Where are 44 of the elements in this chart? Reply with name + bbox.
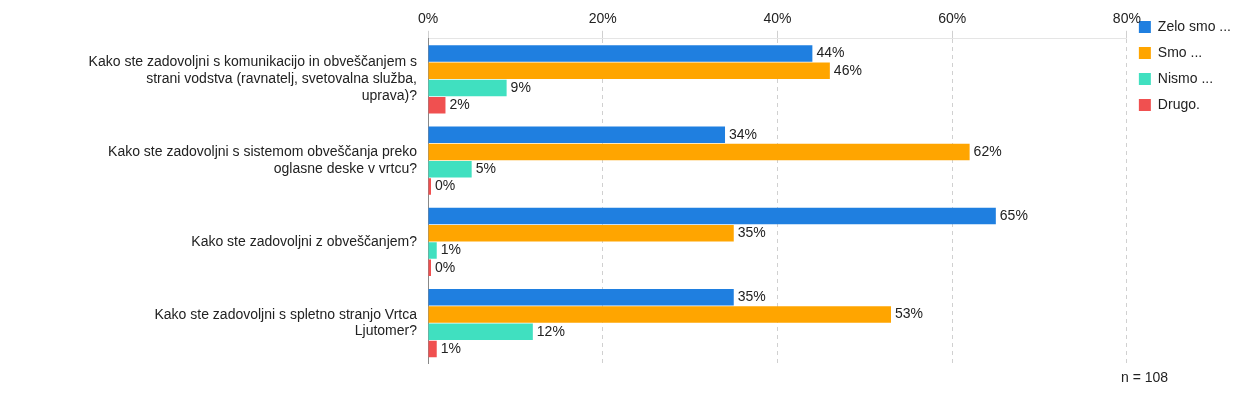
data-label: 46%	[833, 61, 862, 78]
bar	[428, 306, 891, 323]
bar	[428, 242, 437, 259]
bar	[428, 207, 996, 225]
data-label: 1%	[440, 339, 461, 356]
data-label: 0%	[435, 258, 456, 275]
bar	[428, 62, 830, 79]
bar	[428, 289, 734, 306]
data-label: 1%	[440, 241, 461, 258]
data-label: 65%	[999, 206, 1028, 223]
bar	[428, 126, 726, 143]
x-tick-label: 40%	[763, 10, 792, 27]
y-tick-label: Kako ste zadovoljni s sistemom obveščanja preko oglasne deske v vrtcu?	[108, 143, 418, 176]
text: n = 108	[1121, 368, 1169, 385]
bar	[428, 79, 507, 97]
data-label: 9%	[510, 78, 531, 95]
data-label: 35%	[737, 288, 766, 305]
data-label: 2%	[449, 96, 470, 113]
bar	[428, 225, 734, 242]
data-label: 35%	[737, 224, 766, 241]
data-label: 53%	[895, 305, 924, 322]
bar	[428, 97, 446, 114]
data-label: 34%	[729, 125, 758, 142]
x-tick-label: 60%	[938, 10, 967, 27]
bar	[428, 143, 970, 161]
legend-label: Zelo smo ...	[1157, 17, 1232, 34]
data-label: 62%	[973, 142, 1002, 159]
legend-label: Nismo ...	[1157, 69, 1214, 86]
y-tick-label: Kako ste zadovoljni s spletno stranjo Vrtca Ljutomer?	[154, 305, 418, 339]
y-tick-label: Kako ste zadovoljni z obveščanjem?	[191, 232, 418, 249]
legend-label: Smo ...	[1157, 43, 1203, 60]
data-label: 44%	[816, 44, 845, 61]
x-tick-label: 80%	[1112, 10, 1141, 27]
y-tick-label: Kako ste zadovoljni s komunikacijo in obveščanjem s strani vodstva (ravnatelj, svetovalna služba, uprava)?	[88, 53, 418, 104]
bar	[428, 323, 533, 341]
legend-label: Drugo.	[1157, 95, 1200, 112]
x-tick-label: 20%	[588, 10, 617, 27]
data-label: 5%	[475, 160, 496, 177]
data-label: 12%	[536, 322, 565, 339]
bar	[428, 161, 472, 178]
data-label: 0%	[435, 177, 456, 194]
x-tick-label: 0%	[417, 10, 439, 27]
bar	[428, 340, 437, 358]
bar	[428, 45, 813, 62]
